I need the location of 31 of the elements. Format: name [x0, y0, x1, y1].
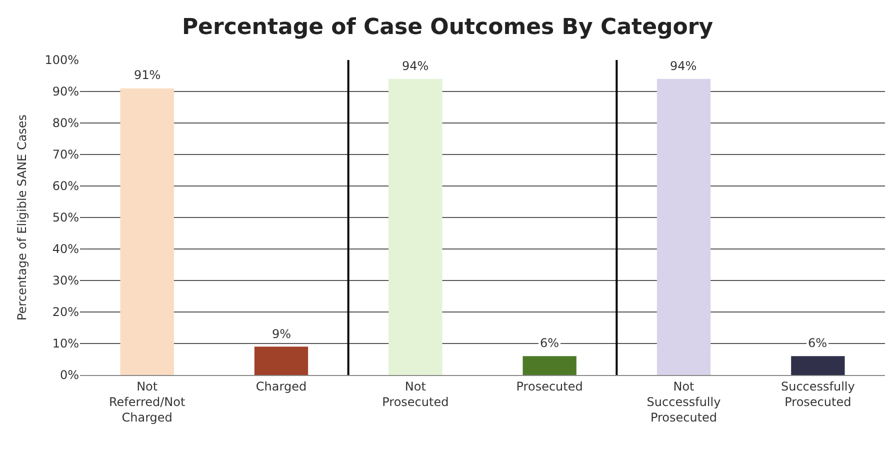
data-label: 94%	[402, 59, 429, 73]
x-tick-label: Not Referred/Not Charged	[108, 379, 186, 425]
y-tick-label: 10%	[52, 336, 79, 351]
data-label: 91%	[134, 68, 161, 82]
y-tick-label: 80%	[52, 116, 79, 130]
x-tick-label: Prosecuted	[516, 379, 583, 394]
x-tick-label: Not Prosecuted	[382, 379, 449, 409]
y-tick-label: 20%	[52, 305, 79, 320]
data-label: 6%	[540, 336, 560, 350]
y-tick-label: 0%	[60, 368, 79, 382]
bar	[522, 356, 576, 375]
y-tick-label: 100%	[44, 53, 79, 68]
x-tick-label: Not Successfully Prosecuted	[646, 379, 721, 425]
y-axis-title: Percentage of Eligible SANE Cases	[14, 114, 29, 321]
bar	[120, 88, 174, 375]
y-tick-label: 90%	[52, 84, 79, 99]
data-label: 9%	[272, 327, 292, 341]
x-tick-label: Charged	[256, 379, 307, 394]
bar	[656, 78, 711, 375]
y-tick-label: 30%	[52, 274, 79, 288]
y-tick-label: 40%	[52, 242, 79, 256]
data-label: 6%	[808, 336, 828, 350]
chart-title: Percentage of Case Outcomes By Category	[182, 14, 714, 40]
bar	[791, 356, 845, 375]
x-tick-label: Successfully Prosecuted	[780, 379, 855, 409]
y-tick-label: 70%	[52, 148, 79, 162]
y-tick-label: 50%	[52, 210, 79, 225]
data-label: 94%	[670, 59, 697, 73]
y-tick-label: 60%	[52, 179, 79, 194]
bar	[388, 78, 442, 375]
bar	[254, 346, 308, 375]
